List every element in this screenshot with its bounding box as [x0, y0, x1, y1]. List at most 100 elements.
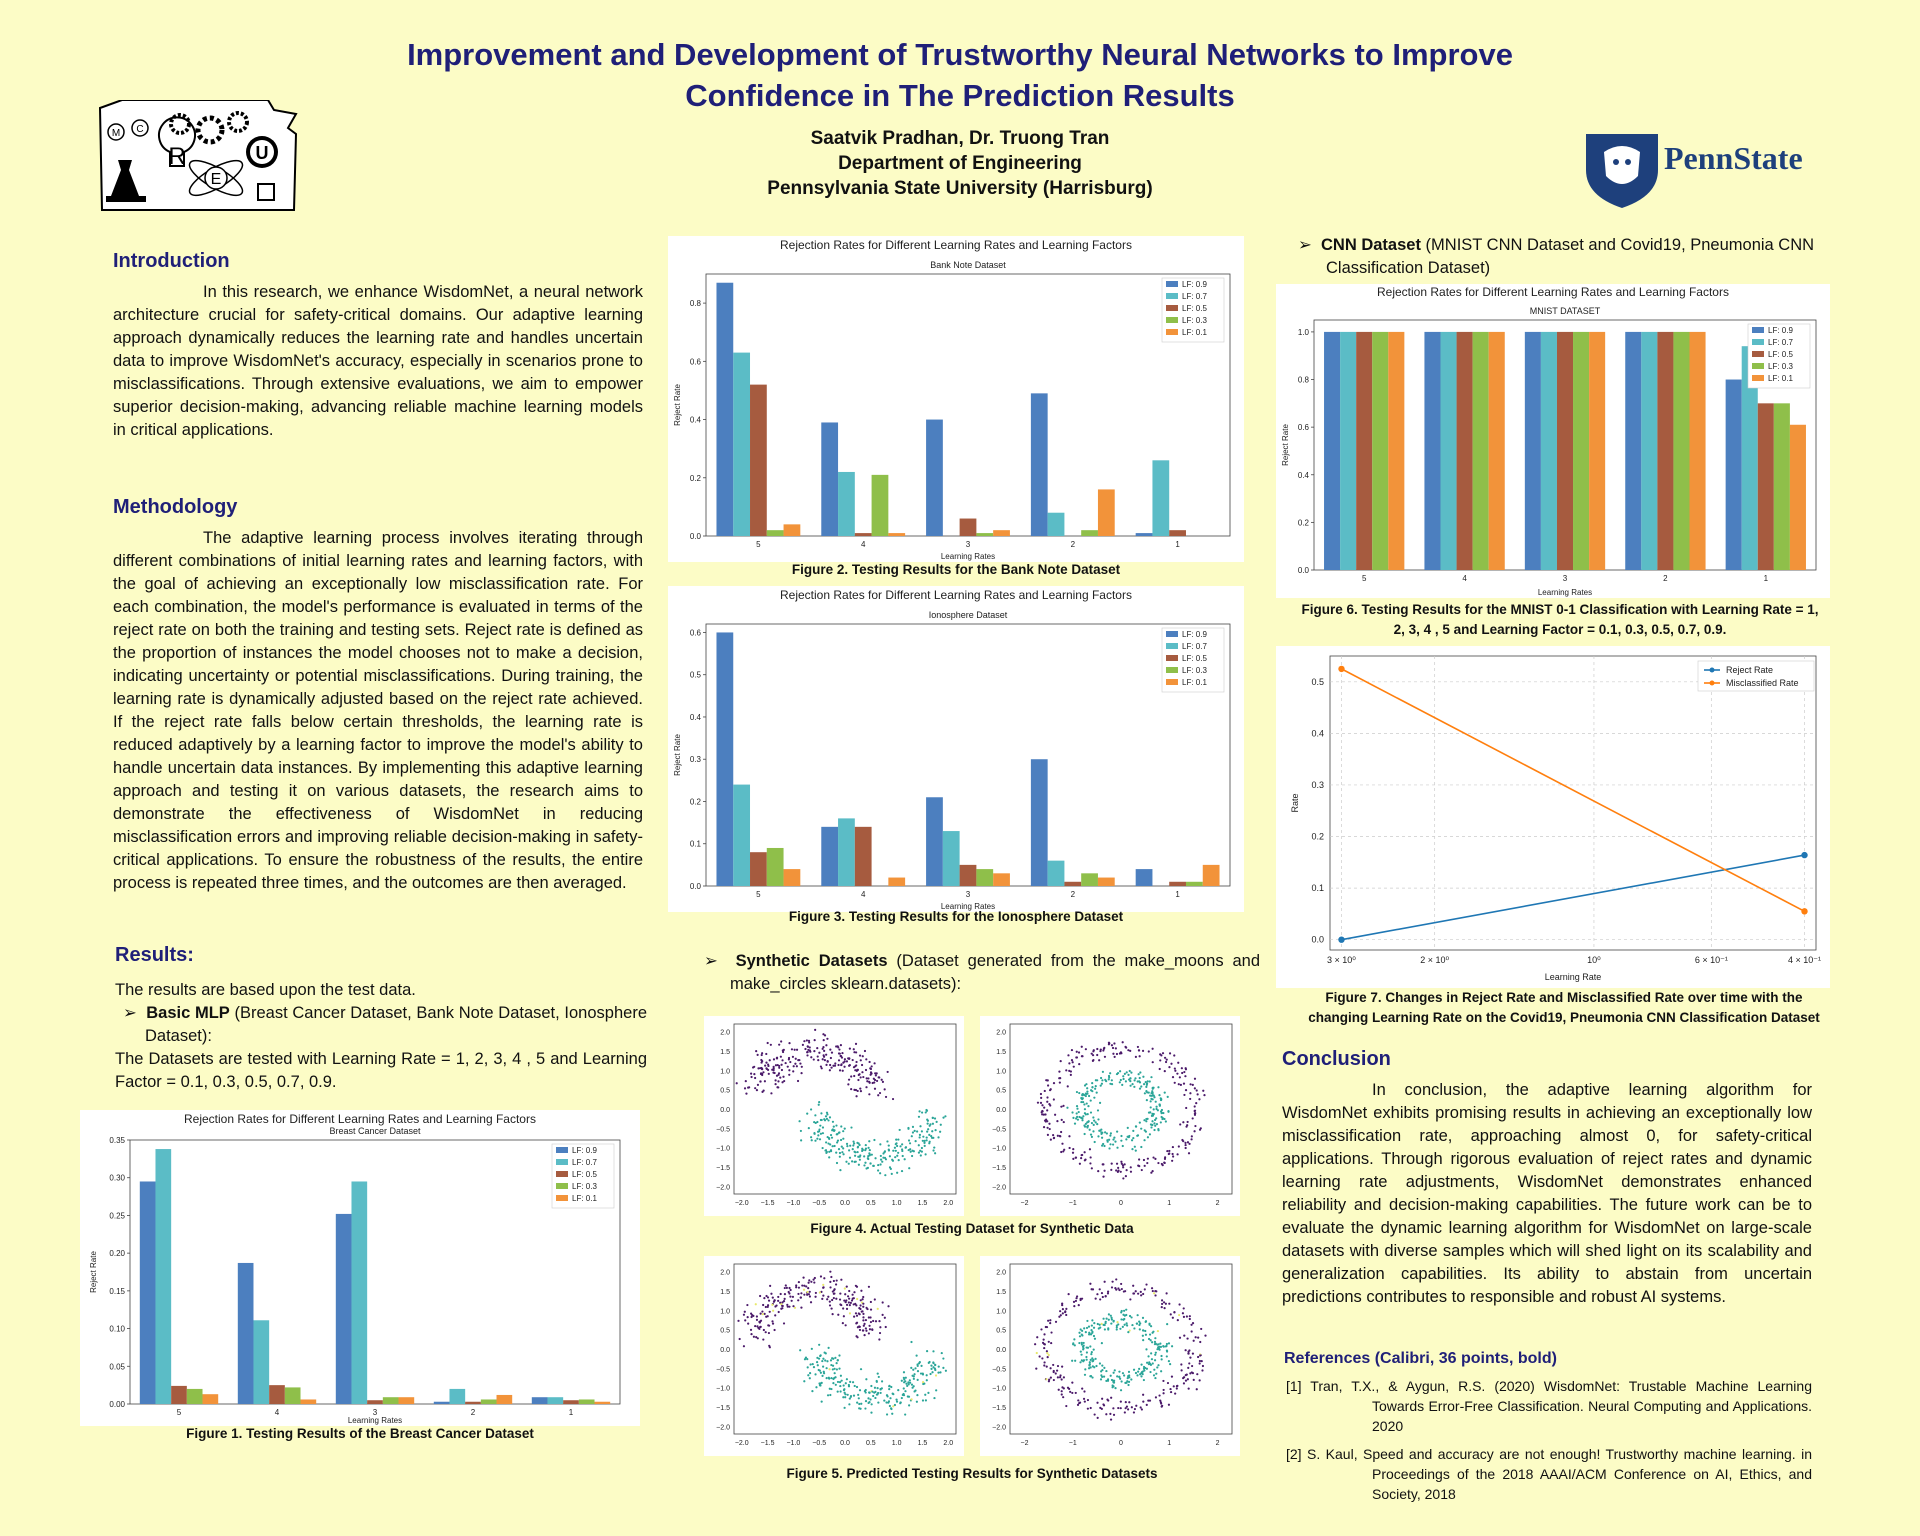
- scatter-point: [1190, 1138, 1193, 1141]
- scatter-point: [1113, 1136, 1116, 1139]
- scatter-point: [1086, 1126, 1089, 1129]
- scatter-point: [781, 1059, 784, 1062]
- scatter-point: [795, 1284, 798, 1287]
- bar: [1641, 331, 1658, 570]
- scatter-point: [1198, 1362, 1201, 1365]
- scatter-point: [1165, 1355, 1168, 1358]
- scatter-point: [1200, 1360, 1203, 1363]
- scatter-point: [1150, 1091, 1153, 1095]
- y-tick-label: −0.5: [716, 1366, 730, 1373]
- scatter-point: [931, 1371, 934, 1374]
- bar: [1081, 530, 1098, 536]
- bar: [139, 1181, 156, 1404]
- scatter-point: [1091, 1086, 1094, 1089]
- scatter-point: [788, 1042, 791, 1045]
- scatter-point: [1043, 1119, 1047, 1122]
- scatter-point: [768, 1310, 771, 1313]
- scatter-point: [806, 1112, 809, 1115]
- scatter-point: [1034, 1343, 1037, 1346]
- scatter-point: [1043, 1364, 1046, 1367]
- scatter-point: [1074, 1299, 1078, 1303]
- scatter-point: [1185, 1106, 1188, 1110]
- figure5-moons-panel: 2.0 1.5 1.0 0.5 0.0 −0.5 −1.0 −1.5 −2.0 −2.0 −1.5−…: [704, 1256, 964, 1456]
- scatter-point: [1127, 1078, 1131, 1081]
- scatter-point: [843, 1388, 846, 1391]
- scatter-point: [781, 1304, 784, 1307]
- results-section: Results: The results are based upon the …: [115, 944, 647, 1094]
- scatter-point: [1084, 1331, 1087, 1334]
- scatter-point: [1128, 1401, 1131, 1404]
- scatter-point: [1107, 1313, 1110, 1316]
- scatter-point: [757, 1326, 760, 1330]
- scatter-point: [1094, 1085, 1097, 1088]
- scatter-point: [884, 1325, 887, 1329]
- scatter-point: [937, 1371, 940, 1374]
- scatter-point: [931, 1116, 934, 1119]
- scatter-point: [1127, 1408, 1130, 1411]
- scatter-point: [1081, 1093, 1084, 1096]
- scatter-point: [1182, 1307, 1185, 1310]
- methodology-heading: Methodology: [113, 496, 238, 518]
- scatter-point: [1099, 1378, 1103, 1381]
- bar: [1589, 331, 1606, 570]
- scatter-point: [1044, 1113, 1047, 1116]
- scatter-point: [755, 1315, 759, 1318]
- scatter-point: [762, 1338, 765, 1341]
- scatter-point: [1087, 1325, 1091, 1328]
- scatter-point: [919, 1154, 922, 1157]
- scatter-point: [892, 1405, 895, 1408]
- scatter-point: [873, 1386, 877, 1389]
- chart-subtitle: MNIST DATASET: [1530, 306, 1601, 316]
- scatter-point: [1119, 1327, 1122, 1330]
- scatter-point: [925, 1139, 928, 1142]
- scatter-point: [868, 1080, 871, 1083]
- scatter-point: [1082, 1341, 1085, 1345]
- scatter-point: [854, 1042, 858, 1045]
- legend-swatch: [1752, 375, 1764, 381]
- scatter-point: [820, 1400, 823, 1403]
- scatter-point: [1121, 1372, 1125, 1375]
- conclusion-section: Conclusion In conclusion, the adaptive l…: [1282, 1048, 1812, 1309]
- plot-area: [129, 1139, 621, 1405]
- scatter-point: [1086, 1319, 1089, 1323]
- x-tick-label: 10⁰: [1587, 955, 1601, 965]
- scatter-point: [1125, 1308, 1128, 1311]
- scatter-point: [867, 1155, 870, 1158]
- scatter-point: [863, 1164, 866, 1167]
- scatter-point: [844, 1293, 847, 1296]
- bar: [993, 873, 1010, 886]
- scatter-point: [1191, 1352, 1195, 1355]
- y-tick-label: 0.6: [690, 628, 702, 637]
- scatter-point: [1075, 1112, 1078, 1115]
- legend-swatch: [556, 1171, 568, 1177]
- bar: [1202, 864, 1220, 886]
- scatter-point: [858, 1402, 861, 1406]
- scatter-point: [827, 1346, 830, 1349]
- scatter-point: [1091, 1365, 1095, 1368]
- scatter-point: [1094, 1087, 1097, 1090]
- scatter-point: [925, 1136, 928, 1139]
- scatter-point: [1086, 1112, 1089, 1116]
- scatter-point: [1189, 1092, 1192, 1095]
- legend-label: LF: 0.9: [572, 1146, 597, 1155]
- scatter-point: [1102, 1142, 1105, 1146]
- scatter-point: [831, 1145, 834, 1148]
- scatter-point: [818, 1138, 822, 1141]
- scatter-point: [1145, 1283, 1148, 1286]
- scatter-point: [845, 1060, 849, 1063]
- scatter-point: [825, 1063, 828, 1066]
- scatter-point: [1107, 1078, 1110, 1081]
- scatter-point: [808, 1279, 811, 1282]
- scatter-point: [1163, 1091, 1166, 1094]
- scatter-point: [1081, 1055, 1084, 1058]
- scatter-point: [1054, 1372, 1057, 1375]
- scatter-point: [816, 1364, 819, 1367]
- bar: [1689, 331, 1706, 570]
- scatter-point: [860, 1289, 863, 1292]
- scatter-point: [870, 1153, 873, 1156]
- scatter-point: [835, 1279, 838, 1282]
- scatter-point: [858, 1328, 862, 1332]
- scatter-point: [767, 1072, 770, 1075]
- scatter-point: [867, 1146, 870, 1149]
- scatter-point: [1105, 1317, 1108, 1320]
